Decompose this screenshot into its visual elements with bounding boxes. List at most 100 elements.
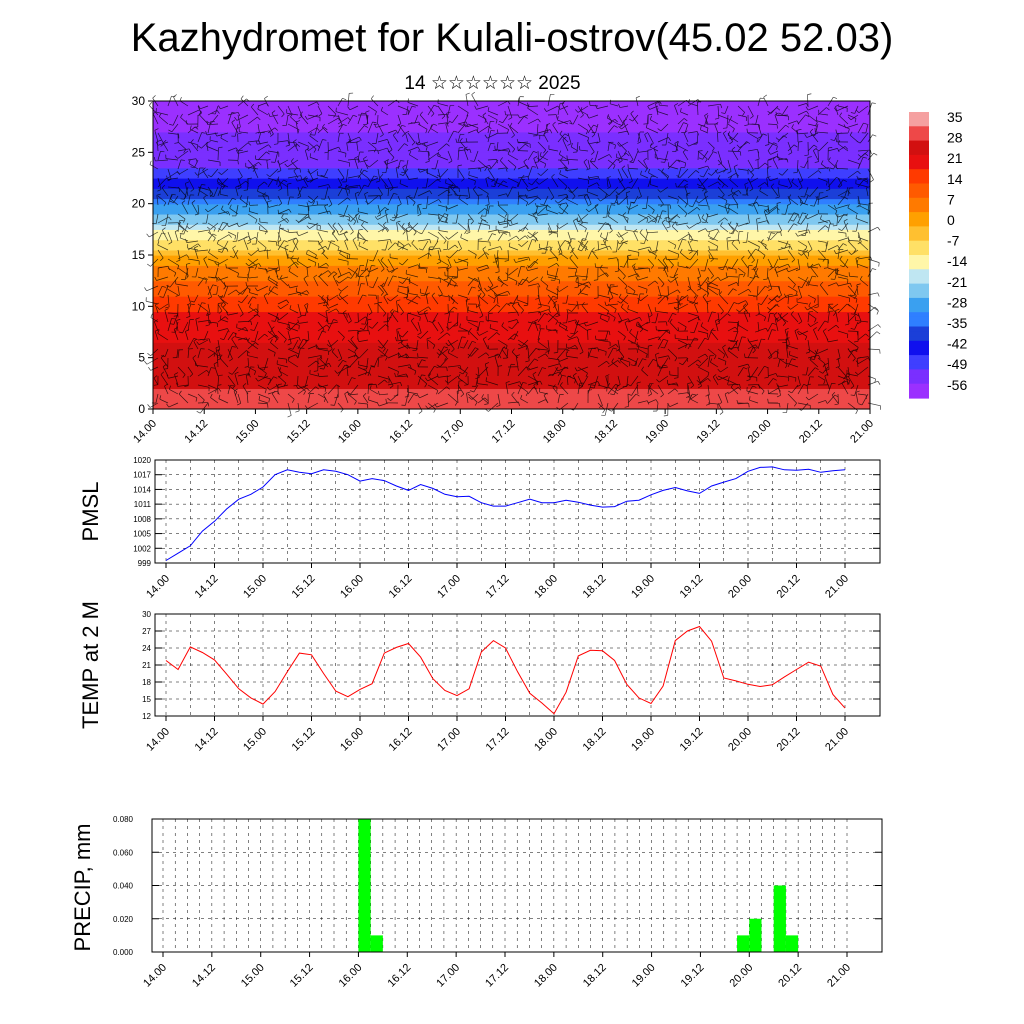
heatmap-band bbox=[153, 347, 870, 354]
wind-barb bbox=[227, 384, 238, 393]
wind-barb bbox=[356, 141, 359, 152]
wind-barb bbox=[277, 357, 287, 360]
wind-barb-flag bbox=[521, 174, 525, 179]
wind-barb bbox=[228, 222, 239, 228]
wind-barb-flag bbox=[484, 134, 488, 139]
chart-subtitle: 14 ☆☆☆☆☆☆ 2025 bbox=[404, 73, 581, 94]
wind-barb bbox=[590, 161, 599, 170]
wind-barb bbox=[317, 231, 323, 242]
wind-barb bbox=[482, 338, 489, 350]
wind-barb bbox=[496, 295, 499, 305]
wind-barb-flag bbox=[446, 367, 448, 372]
wind-barb-flag bbox=[652, 210, 655, 214]
wind-barb bbox=[607, 284, 611, 296]
wind-barb-flag bbox=[518, 229, 523, 232]
wind-barb-flag bbox=[147, 353, 151, 357]
wind-barb bbox=[517, 366, 527, 377]
wind-barb bbox=[307, 144, 318, 152]
wind-barb bbox=[704, 258, 709, 272]
wind-barb bbox=[581, 305, 589, 314]
wind-barb bbox=[380, 260, 389, 269]
wind-barb bbox=[467, 286, 473, 296]
wind-barb bbox=[689, 238, 699, 242]
wind-barb-flag bbox=[206, 142, 208, 147]
wind-barb-flag bbox=[694, 302, 699, 305]
wind-barb bbox=[284, 246, 289, 260]
wind-barb-flag bbox=[608, 409, 612, 412]
wind-barb bbox=[407, 132, 416, 143]
wind-barb-flag bbox=[290, 113, 293, 118]
wind-barb bbox=[677, 392, 689, 395]
wind-barb-flag bbox=[313, 274, 318, 278]
wind-barb bbox=[547, 295, 554, 305]
wind-barb-flag bbox=[326, 297, 330, 301]
wind-barb bbox=[372, 249, 379, 262]
wind-barb-flag bbox=[528, 182, 532, 186]
wind-barb-flag bbox=[833, 96, 838, 99]
wind-barb-flag bbox=[647, 105, 650, 110]
wind-barb-flag bbox=[245, 281, 247, 287]
wind-barb bbox=[397, 143, 405, 152]
wind-barb-flag bbox=[165, 306, 170, 309]
wind-barb-flag bbox=[661, 219, 666, 223]
wind-barb-flag bbox=[474, 402, 478, 406]
wind-barb-flag bbox=[405, 229, 410, 233]
wind-barb-flag bbox=[453, 259, 457, 264]
wind-barb bbox=[427, 339, 436, 346]
wind-barb-flag bbox=[154, 329, 159, 332]
wind-barb bbox=[696, 102, 699, 116]
wind-barb-flag bbox=[174, 229, 179, 232]
wind-barb bbox=[385, 159, 399, 165]
wind-barb-flag bbox=[497, 275, 500, 280]
wind-barb bbox=[237, 303, 244, 315]
wind-barb bbox=[332, 225, 339, 233]
wind-barb bbox=[289, 285, 299, 289]
wind-barb bbox=[197, 338, 210, 341]
wind-barb bbox=[663, 267, 669, 278]
wind-barb-flag bbox=[444, 380, 449, 384]
wind-barb-flag bbox=[368, 325, 373, 329]
wind-barb bbox=[507, 333, 516, 341]
wind-barb bbox=[267, 127, 276, 134]
wind-barb-flag bbox=[407, 98, 409, 103]
heatmap-band bbox=[153, 229, 870, 236]
wind-barb-flag bbox=[482, 294, 486, 298]
wind-barb-flag bbox=[532, 166, 537, 168]
wind-barb bbox=[331, 232, 339, 242]
wind-barb-flag bbox=[501, 322, 505, 327]
wind-barb bbox=[237, 180, 247, 188]
wind-barb bbox=[165, 213, 169, 226]
wind-barb-flag bbox=[533, 156, 538, 159]
wind-barb-flag bbox=[873, 152, 878, 156]
wind-barb bbox=[497, 100, 508, 107]
wind-barb bbox=[667, 159, 678, 170]
wind-barb-flag bbox=[688, 205, 693, 208]
wind-barb bbox=[337, 348, 343, 359]
wind-barb bbox=[220, 105, 229, 110]
wind-barb-flag bbox=[257, 187, 259, 192]
wind-barb bbox=[357, 229, 360, 242]
wind-barb-flag bbox=[201, 302, 206, 304]
wind-barb-flag bbox=[255, 140, 258, 145]
wind-barb-flag bbox=[213, 361, 218, 365]
wind-barb bbox=[198, 114, 209, 125]
wind-barb bbox=[358, 339, 369, 342]
wind-barb bbox=[426, 195, 429, 209]
wind-barb-flag bbox=[332, 222, 336, 227]
wind-barb-flag bbox=[531, 239, 536, 241]
wind-barb bbox=[187, 141, 198, 145]
wind-barb bbox=[488, 402, 499, 412]
wind-barb-flag bbox=[248, 201, 251, 206]
wind-barb bbox=[588, 141, 599, 145]
wind-barb-flag bbox=[245, 262, 249, 267]
wind-barb bbox=[637, 132, 642, 142]
wind-barb bbox=[637, 358, 643, 368]
wind-barb-flag bbox=[223, 282, 226, 287]
wind-barb bbox=[438, 230, 449, 233]
wind-barb bbox=[390, 393, 399, 401]
wind-barb-flag bbox=[535, 217, 538, 222]
wind-barb-flag bbox=[325, 246, 329, 250]
wind-barb-flag bbox=[577, 320, 580, 324]
wind-barb-flag bbox=[512, 186, 517, 189]
wind-barb-flag bbox=[615, 201, 620, 205]
